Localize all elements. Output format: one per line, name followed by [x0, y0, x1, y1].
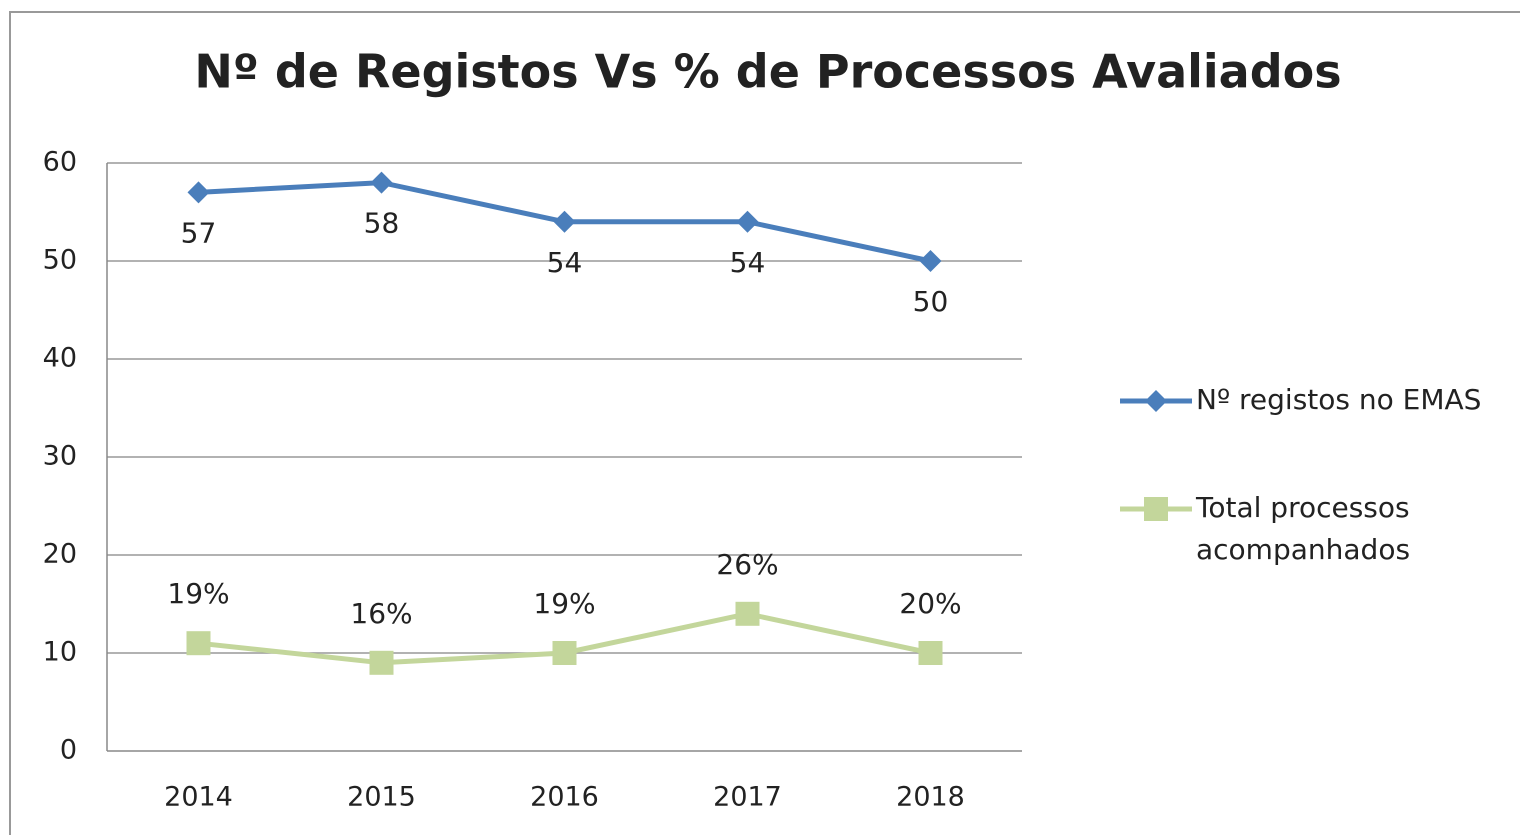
data-label: 50	[913, 285, 949, 318]
y-tick-label: 30	[43, 441, 77, 472]
data-point	[187, 181, 210, 204]
chart-title: Nº de Registos Vs % de Processos Avaliad…	[194, 45, 1341, 99]
data-point	[735, 601, 760, 626]
data-point	[553, 210, 576, 233]
chart-border	[9, 11, 1520, 835]
legend-marker	[1144, 497, 1168, 521]
legend-marker	[1145, 390, 1167, 412]
data-point	[370, 171, 393, 194]
data-label: 54	[547, 246, 583, 279]
x-tick-label: 2017	[713, 782, 782, 813]
data-point	[552, 641, 577, 665]
y-tick-label: 20	[43, 539, 77, 570]
x-tick-label: 2015	[347, 782, 416, 813]
y-tick-label: 40	[43, 343, 77, 374]
data-point	[918, 641, 943, 665]
data-point	[919, 250, 942, 272]
data-point	[369, 650, 394, 675]
x-tick-label: 2014	[164, 782, 233, 813]
legend-label: Nº registos no EMAS	[1196, 383, 1481, 416]
y-tick-label: 60	[43, 147, 77, 178]
data-label: 58	[364, 207, 400, 240]
y-tick-label: 0	[60, 735, 77, 766]
data-label: 19%	[533, 587, 595, 620]
legend-label: Total processos acompanhados	[1195, 491, 1410, 566]
x-tick-label: 2016	[530, 782, 599, 813]
data-point	[186, 631, 211, 656]
data-label: 54	[730, 246, 766, 279]
data-label: 57	[181, 216, 217, 249]
y-tick-label: 50	[43, 245, 77, 276]
y-tick-label: 10	[43, 637, 77, 668]
data-point	[736, 210, 759, 233]
data-label: 20%	[899, 587, 961, 620]
data-label: 26%	[716, 548, 778, 581]
x-tick-label: 2018	[896, 782, 965, 813]
data-label: 19%	[167, 577, 229, 610]
data-label: 16%	[350, 597, 412, 630]
